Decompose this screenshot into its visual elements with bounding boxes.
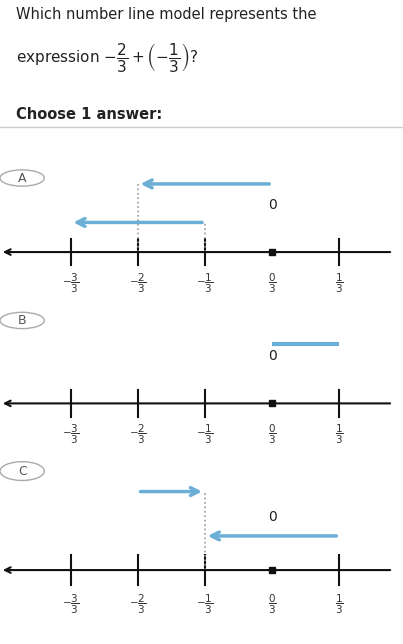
Text: A: A [18,171,27,184]
Text: $\dfrac{1}{3}$: $\dfrac{1}{3}$ [335,592,343,616]
Text: expression $-\dfrac{2}{3}+\left(-\dfrac{1}{3}\right)$?: expression $-\dfrac{2}{3}+\left(-\dfrac{… [16,41,198,75]
Text: $\dfrac{0}{3}$: $\dfrac{0}{3}$ [268,422,276,446]
Text: 0: 0 [268,510,276,524]
Text: $\dfrac{1}{3}$: $\dfrac{1}{3}$ [335,271,343,294]
Text: 0: 0 [268,350,276,363]
Text: Choose 1 answer:: Choose 1 answer: [16,107,162,122]
Text: 0: 0 [268,198,276,212]
Text: $\dfrac{0}{3}$: $\dfrac{0}{3}$ [268,592,276,616]
Text: $-\dfrac{2}{3}$: $-\dfrac{2}{3}$ [129,422,146,446]
Text: $-\dfrac{3}{3}$: $-\dfrac{3}{3}$ [62,422,79,446]
Text: Which number line model represents the: Which number line model represents the [16,7,317,23]
Text: $-\dfrac{3}{3}$: $-\dfrac{3}{3}$ [62,592,79,616]
Text: $-\dfrac{2}{3}$: $-\dfrac{2}{3}$ [129,592,146,616]
Text: $\dfrac{0}{3}$: $\dfrac{0}{3}$ [268,271,276,294]
Text: $-\dfrac{1}{3}$: $-\dfrac{1}{3}$ [196,422,214,446]
Text: $-\dfrac{1}{3}$: $-\dfrac{1}{3}$ [196,271,214,294]
Text: B: B [18,314,27,327]
Text: $-\dfrac{1}{3}$: $-\dfrac{1}{3}$ [196,592,214,616]
Text: $-\dfrac{2}{3}$: $-\dfrac{2}{3}$ [129,271,146,294]
Text: $-\dfrac{3}{3}$: $-\dfrac{3}{3}$ [62,271,79,294]
Text: C: C [18,464,27,478]
Text: $\dfrac{1}{3}$: $\dfrac{1}{3}$ [335,422,343,446]
